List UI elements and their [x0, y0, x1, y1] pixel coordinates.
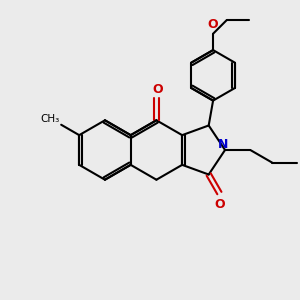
Text: O: O	[214, 197, 225, 211]
Text: N: N	[218, 138, 229, 151]
Text: O: O	[208, 18, 218, 31]
Text: CH₃: CH₃	[40, 114, 60, 124]
Text: O: O	[153, 82, 163, 96]
